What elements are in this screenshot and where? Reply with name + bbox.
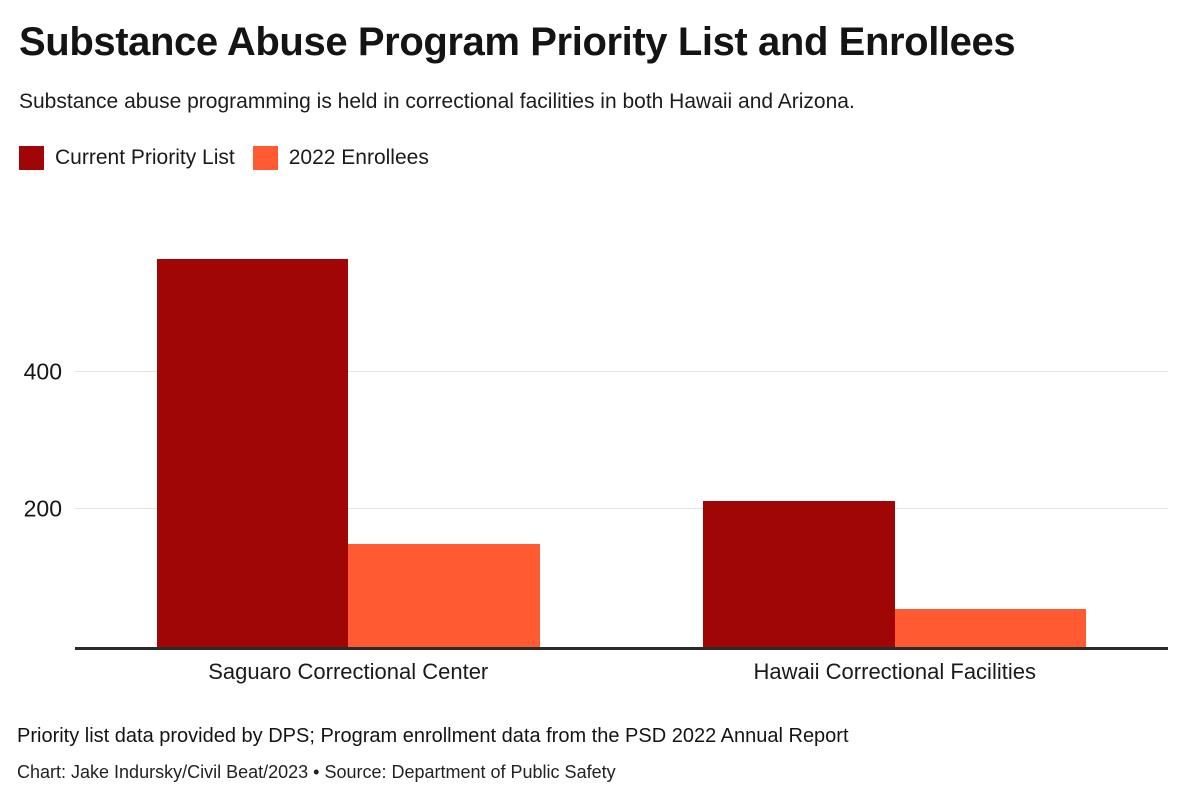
chart-subtitle: Substance abuse programming is held in c… — [19, 90, 855, 113]
x-axis-label-hawaii-correctional-facilities: Hawaii Correctional Facilities — [753, 659, 1036, 684]
bar-current-priority-list-hawaii-correctional-facilities — [703, 501, 895, 647]
footer-credit: Chart: Jake Indursky/Civil Beat/2023 • S… — [17, 762, 616, 782]
bar-group-saguaro-correctional-center — [75, 234, 622, 647]
chart-title: Substance Abuse Program Priority List an… — [19, 20, 1016, 64]
legend-label-current-priority-list: Current Priority List — [55, 146, 235, 169]
legend-item-current-priority-list: Current Priority List — [19, 146, 235, 170]
bar-2022-enrollees-saguaro-correctional-center — [348, 543, 540, 647]
y-tick-label-200: 200 — [23, 495, 62, 522]
legend-swatch-2022-enrollees — [252, 146, 278, 170]
plot-area: 200 400 — [24, 234, 1169, 650]
gridline-200 — [75, 508, 1168, 510]
x-axis-label-saguaro-correctional-center: Saguaro Correctional Center — [208, 659, 489, 684]
legend-label-2022-enrollees: 2022 Enrollees — [288, 146, 429, 169]
legend: Current Priority List 2022 Enrollees — [19, 146, 429, 170]
legend-swatch-current-priority-list — [19, 146, 44, 170]
footer-note: Priority list data provided by DPS; Prog… — [17, 725, 849, 747]
y-tick-label-400: 400 — [23, 358, 62, 385]
legend-item-2022-enrollees: 2022 Enrollees — [252, 146, 429, 170]
bar-2022-enrollees-hawaii-correctional-facilities — [894, 609, 1087, 647]
gridline-400 — [75, 370, 1168, 372]
bar-current-priority-list-saguaro-correctional-center — [156, 259, 349, 647]
x-axis-labels: Saguaro Correctional Center Hawaii Correc… — [75, 659, 1168, 685]
bar-group-hawaii-correctional-facilities — [622, 234, 1169, 647]
